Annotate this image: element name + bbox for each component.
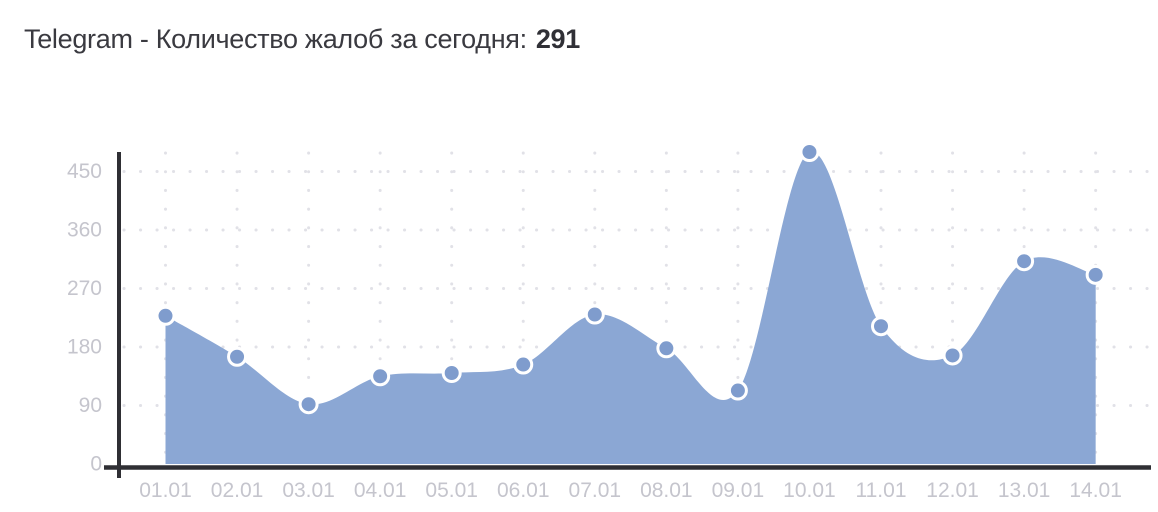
axis-layer bbox=[104, 152, 1151, 478]
x-axis-tick-label: 10.01 bbox=[783, 479, 836, 502]
y-axis-tick-label: 450 bbox=[67, 160, 102, 183]
x-axis-tick-label: 11.01 bbox=[856, 479, 907, 502]
label-layer: 0 90 180 270 360 450 01.01 02.01 03.01 04.01 05.01… bbox=[67, 160, 1122, 502]
data-point-marker[interactable] bbox=[441, 363, 462, 383]
x-axis-tick-label: 02.01 bbox=[211, 479, 264, 502]
area-fill bbox=[165, 151, 1096, 464]
complaints-count: 291 bbox=[535, 24, 580, 54]
data-point-marker[interactable] bbox=[370, 366, 391, 387]
data-point-marker[interactable] bbox=[513, 354, 534, 375]
x-axis-tick-label: 08.01 bbox=[640, 479, 693, 502]
y-axis-tick-label: 180 bbox=[67, 336, 102, 359]
y-axis-tick-label: 360 bbox=[67, 219, 102, 242]
data-point-marker[interactable] bbox=[155, 305, 176, 326]
data-point-marker[interactable] bbox=[227, 346, 248, 367]
y-axis-tick-label: 0 bbox=[90, 453, 102, 476]
data-point-marker[interactable] bbox=[942, 345, 963, 366]
chart-title-text: Telegram - Количество жалоб за сегодня: bbox=[24, 24, 527, 54]
x-axis-tick-label: 09.01 bbox=[712, 479, 765, 502]
data-point-marker[interactable] bbox=[1014, 251, 1035, 272]
x-axis-tick-label: 04.01 bbox=[354, 479, 407, 502]
data-point-marker[interactable] bbox=[727, 380, 748, 401]
chart-title: Telegram - Количество жалоб за сегодня: 2… bbox=[24, 24, 580, 55]
x-axis-tick-label: 03.01 bbox=[282, 479, 335, 502]
data-point-marker[interactable] bbox=[584, 304, 605, 325]
x-axis-tick-label: 13.01 bbox=[998, 479, 1051, 502]
x-axis-tick-label: 07.01 bbox=[569, 479, 622, 502]
y-axis-tick-label: 90 bbox=[79, 394, 102, 417]
y-axis-tick-label: 270 bbox=[67, 277, 102, 300]
data-point-marker[interactable] bbox=[298, 394, 319, 415]
x-axis-tick-label: 06.01 bbox=[497, 479, 550, 502]
data-point-marker[interactable] bbox=[871, 316, 891, 337]
area-layer bbox=[165, 151, 1096, 464]
x-axis-tick-label: 12.01 bbox=[926, 479, 979, 502]
x-axis-tick-label: 01.01 bbox=[139, 479, 192, 502]
data-point-marker[interactable] bbox=[1085, 264, 1106, 285]
x-axis-tick-label: 14.01 bbox=[1069, 479, 1122, 502]
data-point-marker[interactable] bbox=[799, 142, 820, 162]
x-axis-tick-label: 05.01 bbox=[425, 479, 478, 502]
data-point-marker[interactable] bbox=[656, 338, 677, 359]
marker-layer bbox=[155, 142, 1106, 415]
